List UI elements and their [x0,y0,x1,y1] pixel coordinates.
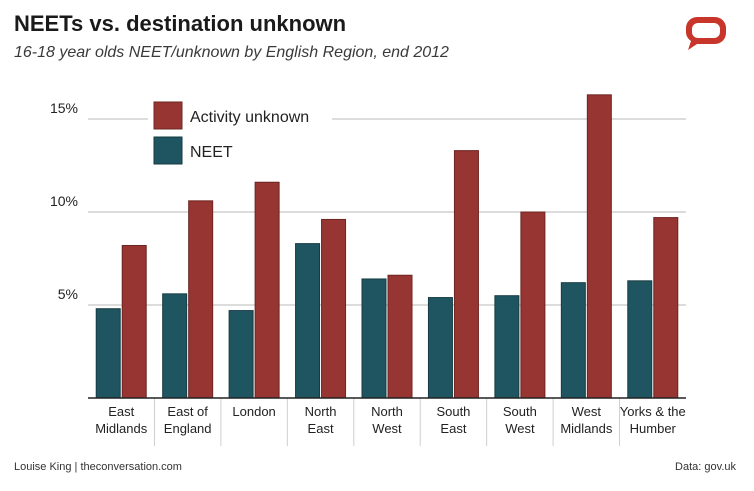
legend-swatch-activity-unknown [153,101,183,130]
bar-neet-0 [95,308,121,399]
bar-neet-7 [560,282,586,399]
logo-shape [686,17,726,50]
x-tick-label: West [572,404,602,419]
x-tick-label: Humber [630,421,677,436]
bar-activity-unknown-4 [387,274,413,399]
footer-credit: Louise King | theconversation.com [14,461,182,473]
x-tick-label: West [372,421,402,436]
bar-activity-unknown-5 [453,150,479,399]
bar-neet-8 [627,280,653,399]
x-tick-label: Midlands [560,421,613,436]
y-tick-label-5: 5% [58,286,78,302]
x-tick-label: Midlands [95,421,148,436]
bar-activity-unknown-2 [254,181,280,399]
bar-neet-4 [361,278,387,399]
bar-activity-unknown-1 [188,200,214,399]
bar-activity-unknown-0 [121,244,147,399]
x-tick-label: East [440,421,466,436]
x-tick-label: East of [167,404,208,419]
bar-neet-2 [228,310,254,399]
x-tick-label: Yorks & the [620,404,686,419]
bar-activity-unknown-6 [520,211,546,399]
speech-bubble-icon [686,17,726,50]
y-tick-label-10: 10% [50,193,78,209]
x-tick-label: West [505,421,535,436]
chart-subtitle: 16-18 year olds NEET/unknown by English … [14,44,449,61]
x-tick-label: North [371,404,403,419]
y-tick-label-15: 15% [50,100,78,116]
x-tick-label: London [232,404,275,419]
x-tick-label: East [308,421,334,436]
bar-activity-unknown-3 [321,218,347,399]
x-tick-label: England [164,421,212,436]
chart-title: NEETs vs. destination unknown [14,11,347,36]
footer-source: Data: gov.uk [675,461,736,473]
bar-activity-unknown-7 [586,94,612,399]
x-tick-label: South [436,404,470,419]
bar-neet-5 [427,297,453,399]
x-tick-label: South [503,404,537,419]
bar-neet-3 [295,243,321,399]
legend-swatch-neet [153,136,183,165]
x-tick-label: North [305,404,337,419]
x-tick-label: East [108,404,134,419]
bar-neet-6 [494,295,520,399]
legend-label-activity-unknown: Activity unknown [190,109,309,126]
bar-neet-1 [162,293,188,399]
bar-activity-unknown-8 [653,217,679,399]
legend-label-neet: NEET [190,144,233,161]
